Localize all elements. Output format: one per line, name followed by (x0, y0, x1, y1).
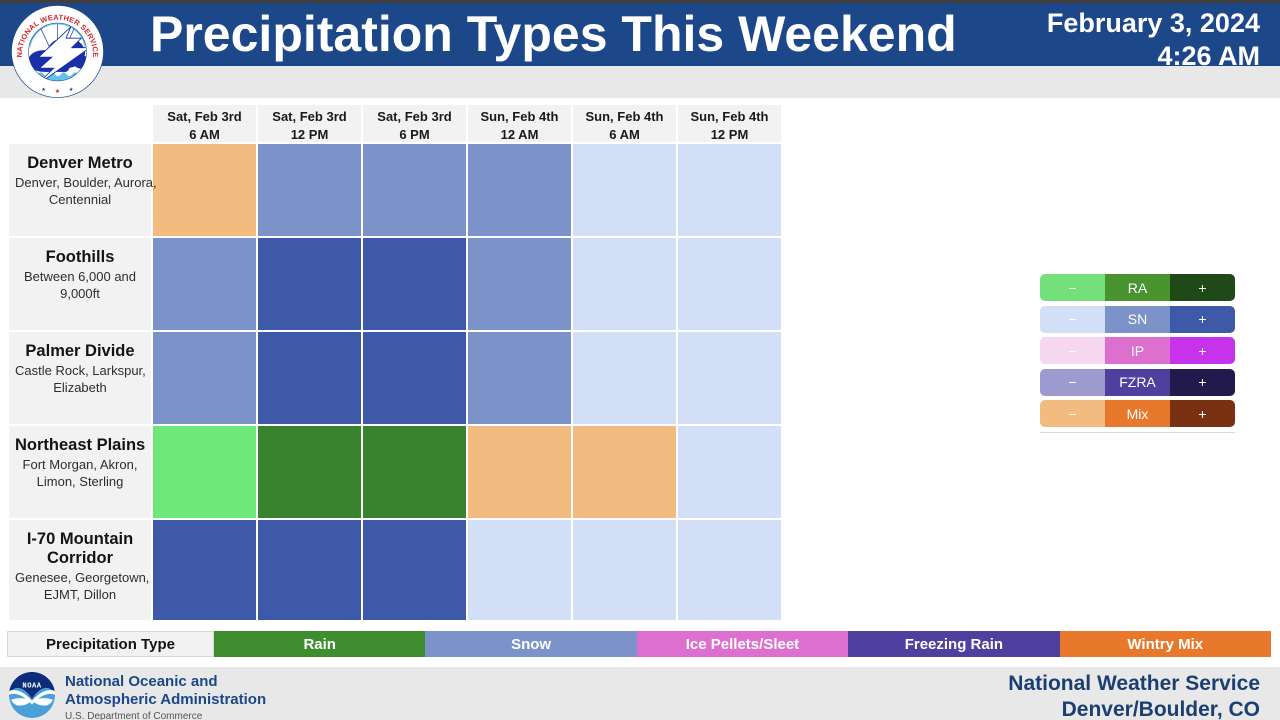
svg-text:NOAA: NOAA (22, 682, 41, 690)
svg-text:★: ★ (69, 87, 74, 93)
svg-text:★: ★ (55, 88, 61, 95)
svg-text:★: ★ (41, 87, 46, 93)
